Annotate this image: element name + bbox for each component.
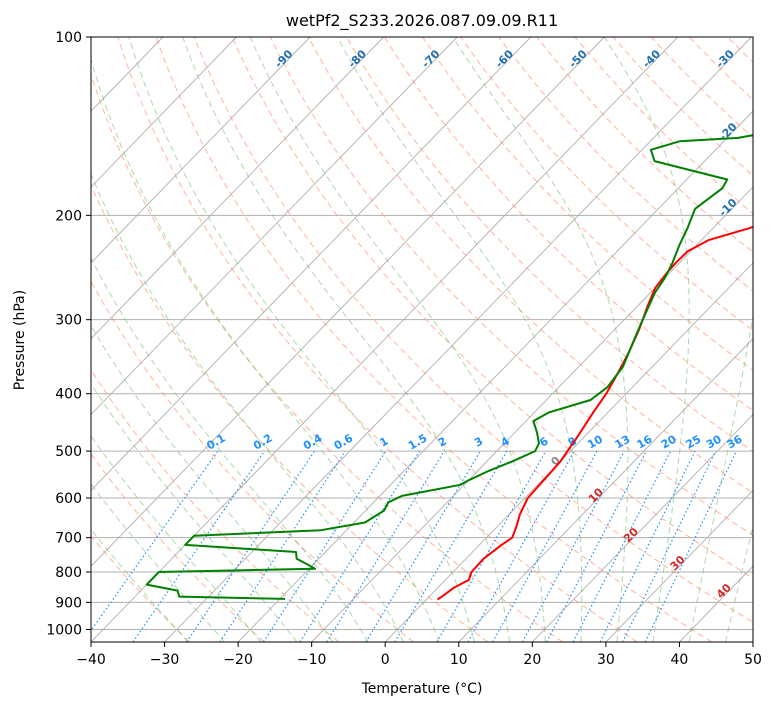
mixing-ratio-line [132,450,266,642]
y-tick-label: 700 [55,531,82,547]
isotherm-line [91,37,384,340]
y-tick-label: 1000 [46,622,82,638]
dry-adiabat-line [307,37,753,494]
y-tick-label: 400 [55,387,82,403]
dry-adiabat-line [650,37,753,139]
moist-adiabat-line [91,173,405,642]
moist-adiabat-line [128,37,475,642]
moist-adiabat-line [91,483,225,642]
mixing-ratio-line [91,450,219,632]
dry-adiabat-line [91,280,414,642]
isotherm-line [458,338,753,642]
x-tick-label: −30 [150,652,180,668]
mixing-ratio-line [263,450,387,642]
moist-adiabat-line [603,37,690,642]
moist-adiabat-line [249,37,546,642]
dry-adiabat-line [91,73,563,642]
moist-adiabat-line [91,324,334,642]
axes: −40 −30 −20 −10 0 10 20 30 40 50 100 200 300 400 500 60… [46,30,762,668]
mixing-ratio-line [436,450,547,642]
isotherm-line [91,37,458,416]
isotherm-line [605,489,753,642]
chart-title: wetPf2_S233.2026.087.09.09.R11 [286,11,558,31]
x-tick-label: 40 [671,652,689,668]
x-axis-title: Temperature (°C) [361,681,483,697]
mixing-ratio-line [365,450,481,642]
x-tick-label: −40 [76,652,106,668]
mixing-ratio-line [467,450,575,642]
isotherm-line [91,37,605,567]
moist-adiabat-line [336,37,583,642]
mixing-ratio-line [394,450,508,642]
x-tick-label: −10 [297,652,327,668]
dry-adiabat-line [193,37,753,623]
mixing-ratio-line [622,450,717,642]
isotherm-line [532,413,753,642]
dewpoint-profile-line [145,134,753,600]
y-tick-label: 200 [55,208,82,224]
moist-adiabat-line [452,37,629,642]
moist-adiabat-line [91,383,298,642]
moist-adiabat-line [91,435,262,642]
x-tick-label: 30 [597,652,615,668]
isotherm-line [311,186,753,642]
isotherm-line [91,37,237,188]
x-tick-label: 0 [381,652,390,668]
y-tick-label: 500 [55,444,82,460]
y-axis-title: Pressure (hPa) [12,290,28,390]
moist-adiabat-line [91,57,440,642]
mixing-ratio-line [644,450,737,642]
background-lines [91,37,753,642]
isotherm-line [384,262,753,642]
dry-adiabat-line [91,453,265,642]
mixing-ratio-line [521,450,625,642]
dry-adiabat-line [612,37,753,177]
mixing-ratio-line [299,450,421,642]
x-tick-label: 20 [523,652,541,668]
moist-adiabat-line [725,524,753,642]
dry-adiabat-line [231,37,753,579]
isotherm-line [164,37,752,642]
y-tick-label: 100 [55,30,82,46]
y-tick-label: 600 [55,491,82,507]
y-tick-label: 300 [55,313,82,329]
mixing-ratio-line [326,450,445,642]
moist-adiabat-line [688,313,753,642]
dry-adiabat-line [422,37,753,371]
isotherm-line [91,37,532,491]
y-tick-label: 800 [55,565,82,581]
dry-adiabat-line [269,37,753,536]
profiles [145,134,753,601]
moist-adiabat-line [91,256,369,642]
x-tick-label: −20 [223,652,253,668]
moist-adiabat-line [182,37,511,642]
mixing-ratio-line [492,450,598,642]
plot-frame [90,36,754,643]
dry-adiabat-line [383,37,753,412]
x-tick-label: 10 [450,652,468,668]
dry-adiabat-line [498,37,753,292]
isotherm-line [91,37,311,264]
dry-adiabat-line [155,37,713,642]
y-tick-label: 900 [55,595,82,611]
dry-adiabat-line [536,37,753,253]
x-tick-label: 50 [744,652,762,668]
dry-adiabat-line [91,184,489,642]
